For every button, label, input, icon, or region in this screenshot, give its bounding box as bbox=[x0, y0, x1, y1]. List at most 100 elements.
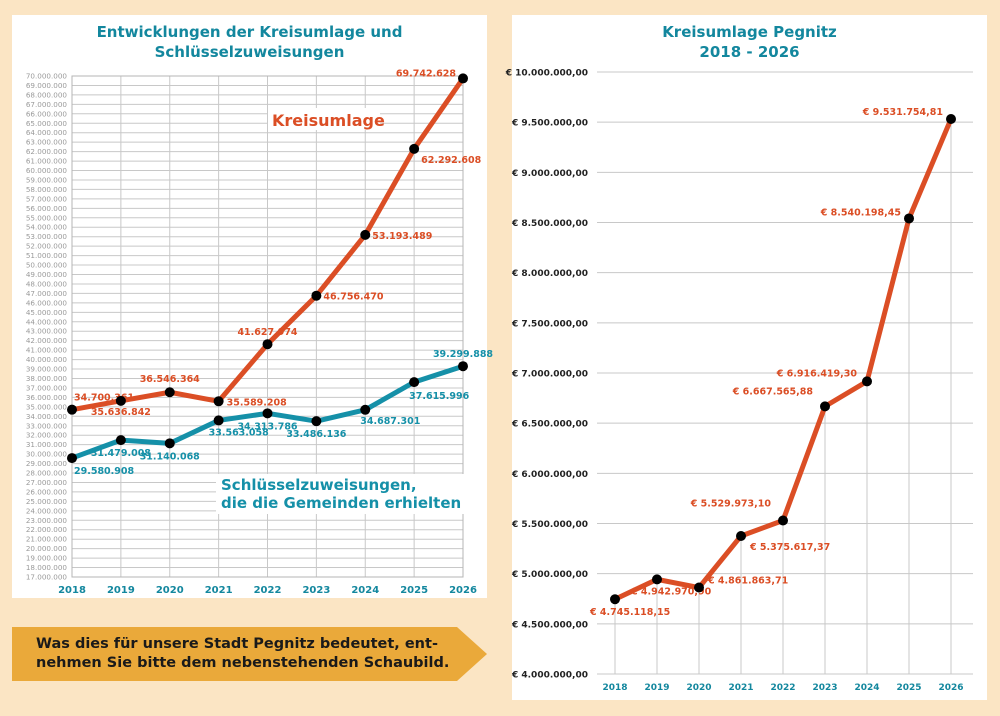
y-tick-label: 22.000.000 bbox=[26, 525, 68, 534]
data-label: 31.140.068 bbox=[140, 451, 200, 462]
info-banner: Was dies für unsere Stadt Pegnitz bedeut… bbox=[12, 627, 487, 681]
y-tick-label: 55.000.000 bbox=[26, 213, 68, 222]
x-tick-label: 2019 bbox=[644, 683, 669, 693]
y-tick-label: 27.000.000 bbox=[26, 478, 68, 487]
y-tick-label: € 8.000.000,00 bbox=[511, 269, 588, 279]
y-tick-label: € 10.000.000,00 bbox=[505, 69, 588, 79]
y-tick-label: 58.000.000 bbox=[26, 185, 68, 194]
y-tick-label: 29.000.000 bbox=[26, 459, 68, 468]
kreisumlage-point bbox=[164, 387, 175, 398]
y-tick-label: 21.000.000 bbox=[26, 535, 68, 544]
banner-text: Was dies für unsere Stadt Pegnitz bedeut… bbox=[36, 636, 450, 671]
y-tick-label: 49.000.000 bbox=[26, 270, 68, 279]
series-label-background bbox=[268, 108, 380, 130]
kreisumlage-point bbox=[67, 404, 77, 415]
data-label: 41.627.974 bbox=[237, 327, 297, 338]
y-tick-label: 26.000.000 bbox=[26, 487, 68, 496]
y-tick-label: 50.000.000 bbox=[26, 261, 68, 270]
x-tick-label: 2020 bbox=[156, 585, 184, 596]
data-label: 37.615.996 bbox=[409, 391, 469, 402]
series-label-background bbox=[216, 474, 464, 514]
schluessel-point bbox=[67, 453, 77, 464]
y-tick-label: 42.000.000 bbox=[26, 336, 68, 345]
y-tick-label: 25.000.000 bbox=[26, 497, 68, 506]
schluessel-point bbox=[262, 408, 273, 419]
y-tick-label: 18.000.000 bbox=[26, 563, 68, 572]
y-tick-label: 32.000.000 bbox=[26, 431, 68, 440]
right-chart-title: Kreisumlage Pegnitz 2018 - 2026 bbox=[662, 23, 837, 61]
schluessel-point bbox=[164, 438, 175, 449]
data-label: 62.292.608 bbox=[421, 155, 481, 166]
kreisumlage-series-label: Kreisumlage bbox=[272, 111, 385, 130]
kreisumlage-point bbox=[262, 339, 273, 350]
x-tick-label: 2026 bbox=[449, 585, 477, 596]
y-tick-label: 64.000.000 bbox=[26, 128, 68, 137]
kreisumlage-pegnitz-point bbox=[652, 574, 662, 585]
x-tick-label: 2022 bbox=[254, 585, 282, 596]
y-tick-label: 65.000.000 bbox=[26, 119, 68, 128]
data-label: 53.193.489 bbox=[372, 231, 432, 242]
y-tick-label: 39.000.000 bbox=[26, 365, 68, 374]
kreisumlage-pegnitz-point bbox=[778, 515, 788, 526]
kreisumlage-point bbox=[409, 143, 420, 154]
y-tick-label: 51.000.000 bbox=[26, 251, 68, 260]
schluessel-point bbox=[360, 404, 371, 415]
y-tick-label: 30.000.000 bbox=[26, 450, 68, 459]
arrow-banner-shape bbox=[12, 627, 487, 681]
kreisumlage-pegnitz-point bbox=[610, 594, 620, 605]
x-tick-label: 2024 bbox=[351, 585, 379, 596]
data-label: 33.563.058 bbox=[209, 427, 269, 438]
x-tick-label: 2021 bbox=[205, 585, 233, 596]
y-tick-label: 61.000.000 bbox=[26, 157, 68, 166]
kreisumlage-pegnitz-point bbox=[820, 401, 830, 412]
kreisumlage-point bbox=[360, 229, 371, 240]
data-label: € 9.531.754,81 bbox=[862, 107, 943, 118]
y-tick-label: 34.000.000 bbox=[26, 412, 68, 421]
y-tick-label: 48.000.000 bbox=[26, 279, 68, 288]
data-label: 34.700.361 bbox=[74, 393, 134, 404]
y-tick-label: 57.000.000 bbox=[26, 194, 68, 203]
y-tick-label: 38.000.000 bbox=[26, 374, 68, 383]
data-label: 31.479.008 bbox=[91, 448, 151, 459]
y-tick-label: 66.000.000 bbox=[26, 109, 68, 118]
kreisumlage-pegnitz-point bbox=[904, 213, 914, 224]
y-tick-label: 70.000.000 bbox=[26, 72, 68, 81]
data-label: 35.589.208 bbox=[227, 397, 287, 408]
data-label: 33.486.136 bbox=[286, 429, 346, 440]
y-tick-label: 17.000.000 bbox=[26, 573, 68, 582]
y-tick-label: € 5.500.000,00 bbox=[511, 520, 588, 530]
y-tick-label: 52.000.000 bbox=[26, 242, 68, 251]
y-tick-label: 44.000.000 bbox=[26, 317, 68, 326]
y-tick-label: 33.000.000 bbox=[26, 421, 68, 430]
y-tick-label: 28.000.000 bbox=[26, 469, 68, 478]
right-chart-card bbox=[512, 15, 987, 700]
y-tick-label: 56.000.000 bbox=[26, 204, 68, 213]
y-tick-label: € 6.500.000,00 bbox=[511, 420, 588, 430]
y-tick-label: 53.000.000 bbox=[26, 232, 68, 241]
kreisumlage-point bbox=[213, 396, 224, 407]
kreisumlage-pegnitz-point bbox=[946, 113, 956, 124]
y-tick-label: € 4.000.000,00 bbox=[511, 671, 588, 681]
y-tick-label: 45.000.000 bbox=[26, 308, 68, 317]
x-tick-label: 2023 bbox=[812, 683, 837, 693]
data-label: € 6.667.565,88 bbox=[732, 386, 814, 397]
y-tick-label: € 8.500.000,00 bbox=[511, 219, 588, 229]
y-tick-label: 23.000.000 bbox=[26, 516, 68, 525]
y-tick-label: 69.000.000 bbox=[26, 81, 68, 90]
y-tick-label: 63.000.000 bbox=[26, 138, 68, 147]
plot-frame bbox=[71, 75, 464, 578]
y-tick-label: 60.000.000 bbox=[26, 166, 68, 175]
y-tick-label: 59.000.000 bbox=[26, 175, 68, 184]
y-tick-label: 41.000.000 bbox=[26, 346, 68, 355]
data-label: € 8.540.198,45 bbox=[820, 207, 901, 218]
y-tick-label: 67.000.000 bbox=[26, 100, 68, 109]
kreisumlage-point bbox=[115, 395, 126, 406]
schluessel-series-label-group: Schlüsselzuweisungen,die die Gemeinden e… bbox=[216, 474, 464, 514]
y-tick-label: 24.000.000 bbox=[26, 506, 68, 515]
y-tick-label: 37.000.000 bbox=[26, 383, 68, 392]
data-label: 29.580.908 bbox=[74, 466, 134, 477]
y-tick-label: 62.000.000 bbox=[26, 147, 68, 156]
data-label: € 4.942.970,90 bbox=[630, 586, 712, 597]
y-tick-label: 31.000.000 bbox=[26, 440, 68, 449]
